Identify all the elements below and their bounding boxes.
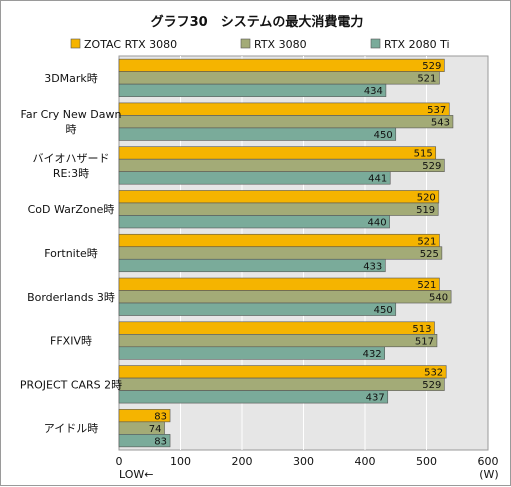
bar-value-label: 515: [414, 149, 433, 160]
category-label: バイオハザード: [33, 152, 110, 165]
category-label: Fortnite時: [44, 247, 98, 260]
x-axis-unit: (W): [479, 468, 498, 481]
bar: [118, 158, 445, 172]
bar-value-label: 432: [363, 349, 382, 360]
bar-value-label: 519: [416, 205, 435, 216]
bar: [118, 171, 391, 185]
bar: [118, 365, 447, 379]
bar-value-label: 540: [429, 293, 448, 304]
legend: ZOTAC RTX 3080 RTX 3080 RTX 2080 Ti: [70, 38, 450, 51]
category-label: FFXIV時: [50, 335, 92, 348]
category-label: Far Cry New Dawn: [21, 108, 122, 121]
bar: [118, 258, 386, 273]
bar-value-label: 434: [364, 86, 383, 97]
chart-title: グラフ30 システムの最大消費電力: [151, 14, 364, 30]
bar: [118, 434, 171, 448]
bar: [118, 334, 438, 348]
bar: [118, 190, 440, 204]
bar-value-label: 525: [420, 249, 439, 260]
bar-value-label: 517: [415, 336, 434, 347]
bar: [118, 58, 445, 72]
bar-value-label: 521: [417, 236, 436, 247]
legend-swatch: [70, 38, 81, 49]
bar-value-label: 440: [368, 217, 387, 228]
bar: [118, 346, 385, 360]
bar-value-label: 83: [154, 411, 167, 422]
bar-value-label: 441: [368, 174, 387, 185]
bar: [118, 390, 389, 404]
bar-value-label: 520: [417, 192, 436, 203]
bar: [118, 290, 452, 304]
bar: [118, 83, 387, 97]
bar: [118, 127, 397, 141]
x-tick-label: 0: [116, 455, 123, 468]
bar-value-label: 543: [431, 117, 450, 128]
bar-value-label: 433: [363, 261, 382, 272]
bar: [118, 233, 440, 248]
bar: [118, 71, 440, 85]
x-direction-note: LOW←: [119, 468, 154, 481]
legend-swatch: [240, 38, 251, 49]
bar-value-label: 521: [417, 280, 436, 291]
x-tick-label: 500: [416, 455, 437, 468]
bar-value-label: 437: [366, 393, 385, 404]
category-label: RE:3時: [53, 167, 89, 180]
bar: [118, 115, 454, 129]
bar-value-label: 83: [154, 436, 167, 447]
bar-value-label: 74: [149, 424, 162, 435]
category-label: PROJECT CARS 2時: [20, 378, 122, 391]
bar: [118, 102, 450, 116]
category-label: Borderlands 3時: [27, 291, 115, 304]
x-tick-label: 100: [170, 455, 191, 468]
legend-entry: RTX 2080 Ti: [384, 38, 450, 51]
bar: [118, 146, 437, 160]
bar-value-label: 521: [417, 74, 436, 85]
bar: [118, 202, 439, 216]
bars: 529 537 515 520 521 521 513 532 83 521 543 529 519 52…: [118, 58, 454, 448]
bar-value-label: 513: [412, 324, 431, 335]
bar-value-label: 529: [422, 161, 441, 172]
bar: [118, 321, 435, 335]
legend-entry: ZOTAC RTX 3080: [84, 38, 177, 51]
bar-value-label: 529: [422, 380, 441, 391]
x-tick-label: 600: [478, 455, 499, 468]
category-label: 時: [66, 123, 77, 136]
legend-swatch: [370, 38, 381, 49]
bar-value-label: 450: [374, 130, 393, 141]
x-tick-labels: 0 100 200 300 400 500 600: [116, 455, 499, 468]
x-tick-label: 300: [293, 455, 314, 468]
category-label: 3DMark時: [44, 72, 98, 85]
bar-value-label: 537: [427, 105, 446, 116]
bar: [118, 277, 440, 291]
bar: [118, 246, 443, 260]
bar-value-label: 532: [424, 368, 443, 379]
x-tick-label: 400: [355, 455, 376, 468]
category-label: アイドル時: [44, 422, 98, 435]
bar: [118, 377, 445, 391]
bar: [118, 215, 390, 229]
legend-entry: RTX 3080: [254, 38, 307, 51]
bar-value-label: 529: [422, 61, 441, 72]
bar: [118, 302, 397, 316]
bar-value-label: 450: [374, 305, 393, 316]
category-label: CoD WarZone時: [28, 203, 115, 216]
x-tick-label: 200: [232, 455, 253, 468]
